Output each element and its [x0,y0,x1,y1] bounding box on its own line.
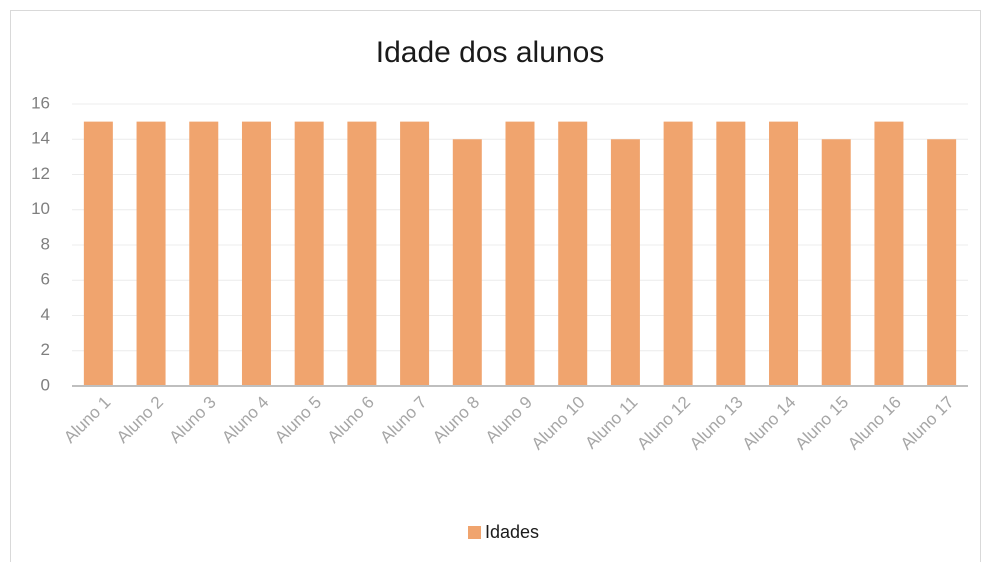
legend-swatch [468,526,481,539]
chart-border [10,10,981,562]
y-tick-label: 10 [31,199,50,218]
bar [663,121,693,386]
bar [241,121,271,386]
bar [294,121,324,386]
bar [927,139,957,386]
y-tick-label: 0 [41,375,50,394]
y-tick-label: 4 [41,305,50,324]
bar [821,139,851,386]
y-tick-label: 12 [31,164,50,183]
bar [189,121,219,386]
bar [505,121,535,386]
bar [452,139,482,386]
bar [874,121,904,386]
y-tick-label: 2 [41,340,50,359]
bar [716,121,746,386]
bar [558,121,588,386]
bar [769,121,799,386]
y-tick-label: 6 [41,270,50,289]
bar [400,121,430,386]
bar [347,121,377,386]
y-tick-label: 8 [41,234,50,253]
legend-label: Idades [485,522,539,542]
chart-title: Idade dos alunos [376,36,605,69]
bar [83,121,113,386]
y-tick-label: 16 [31,93,50,112]
y-tick-label: 14 [31,129,50,148]
bar [610,139,640,386]
bar [136,121,166,386]
